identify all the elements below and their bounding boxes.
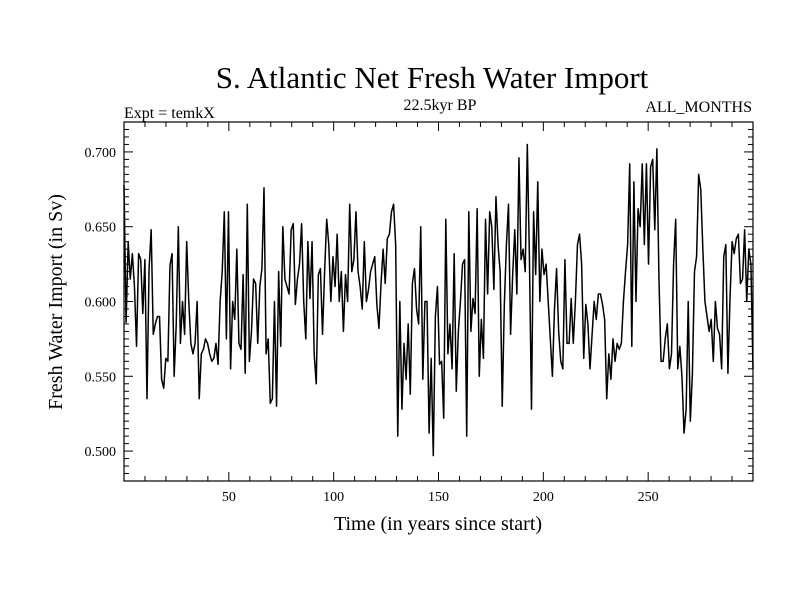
y-tick-label: 0.650 <box>85 221 117 236</box>
chart-title: S. Atlantic Net Fresh Water Import <box>216 60 649 95</box>
period-label: 22.5kyr BP <box>404 97 477 114</box>
months-label: ALL_MONTHS <box>645 99 752 116</box>
x-tick-label: 250 <box>638 490 659 505</box>
series-line <box>123 143 754 457</box>
x-axis-label: Time (in years since start) <box>334 513 542 535</box>
plot-frame <box>123 121 754 482</box>
x-axis: 50 100 150 200 250 <box>144 122 733 505</box>
y-axis: 0.500 0.550 0.600 0.650 0.700 <box>85 128 753 475</box>
x-tick-label: 50 <box>222 490 236 505</box>
x-tick-label: 150 <box>428 490 449 505</box>
y-axis-label: Fresh Water Import (in Sv) <box>45 194 67 410</box>
y-tick-label: 0.700 <box>85 146 117 161</box>
experiment-label: Expt = temkX <box>124 105 215 122</box>
y-tick-label: 0.600 <box>85 296 117 311</box>
y-tick-label: 0.550 <box>85 370 117 385</box>
y-tick-label: 0.500 <box>85 445 117 460</box>
x-tick-label: 100 <box>323 490 344 505</box>
x-tick-label: 200 <box>533 490 554 505</box>
